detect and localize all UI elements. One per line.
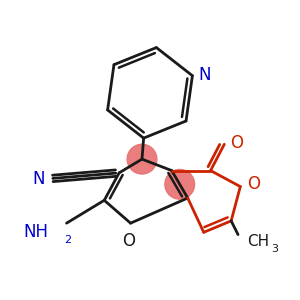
Text: 3: 3 [271,244,278,254]
Text: NH: NH [23,223,48,241]
Text: N: N [198,66,211,84]
Text: CH: CH [247,234,269,249]
Text: N: N [32,169,45,188]
Text: O: O [230,134,243,152]
Text: 2: 2 [64,235,71,244]
Circle shape [165,169,195,199]
Text: O: O [247,175,260,193]
Text: O: O [122,232,135,250]
Circle shape [127,144,157,174]
